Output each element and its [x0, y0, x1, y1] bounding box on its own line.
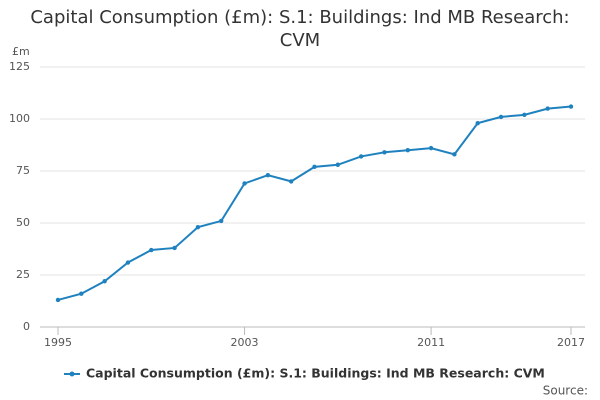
point — [219, 218, 224, 224]
point — [545, 106, 550, 111]
point — [102, 279, 107, 284]
point — [195, 224, 201, 230]
point — [312, 164, 317, 170]
point — [522, 112, 527, 118]
y-tick-label: 125 — [9, 60, 30, 73]
point — [382, 150, 387, 155]
point — [125, 260, 131, 265]
point — [242, 181, 247, 186]
point — [568, 104, 574, 109]
x-tick-label: 2003 — [231, 336, 259, 349]
y-tick-label: 50 — [16, 216, 30, 229]
line — [57, 105, 572, 301]
point — [172, 245, 177, 251]
point — [265, 172, 271, 178]
y-tick-label: 100 — [9, 112, 30, 125]
point — [428, 145, 434, 151]
point — [452, 152, 457, 157]
x-tick-label: 2017 — [557, 336, 585, 349]
point — [149, 247, 154, 253]
point — [475, 120, 480, 126]
y-tick-label: 0 — [23, 320, 30, 333]
point — [288, 179, 294, 184]
point — [335, 162, 341, 167]
x-tick-label: 1995 — [44, 336, 72, 349]
point — [358, 154, 364, 159]
point — [405, 148, 410, 153]
point — [498, 114, 504, 120]
y-axis-label: £m — [12, 45, 30, 58]
x-tick-label: 2011 — [417, 336, 445, 349]
y-tick-label: 25 — [16, 268, 30, 281]
y-tick-label: 75 — [16, 164, 30, 177]
point — [79, 291, 84, 296]
legend-label: Capital Consumption (£m): S.1: Buildings… — [86, 366, 545, 381]
source: Source: — [543, 384, 588, 398]
chart-title: Capital Consumption (£m): S.1: Buildings… — [30, 7, 570, 51]
point — [55, 297, 61, 303]
legend-marker — [69, 371, 75, 377]
